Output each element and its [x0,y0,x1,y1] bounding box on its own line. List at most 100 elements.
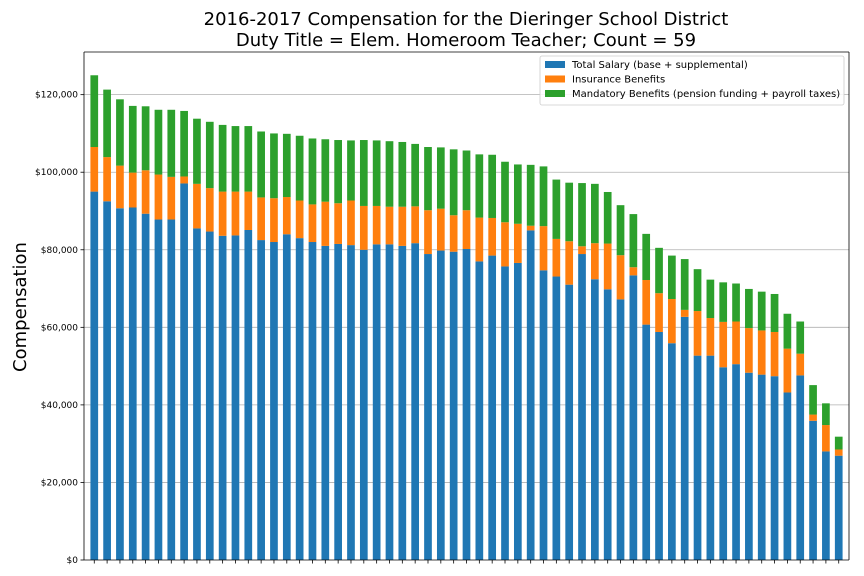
bar-insurance-16 [282,197,291,235]
bar-salary-58 [822,451,830,560]
bar-mandatory-30 [462,150,471,211]
bar-mandatory-51 [732,283,740,322]
y-tick-label: $0 [67,556,79,566]
chart-title-line-2: Duty Title = Elem. Homeroom Teacher; Cou… [236,30,696,51]
legend-swatch-insurance [545,75,565,83]
bar-insurance-15 [270,198,278,243]
bar-insurance-54 [770,331,779,377]
legend-label-insurance: Insurance Benefits [572,75,665,86]
bar-mandatory-44 [642,233,651,281]
bar-insurance-31 [475,217,484,262]
bar-salary-16 [282,234,291,561]
bar-salary-51 [732,364,740,560]
bar-insurance-47 [680,309,689,317]
bar-salary-21 [347,245,355,560]
bar-salary-11 [218,235,227,561]
bar-insurance-53 [757,330,766,375]
bar-salary-54 [770,376,779,560]
bar-insurance-45 [655,293,663,332]
y-tick-label: $120,000 [35,91,78,101]
bar-salary-55 [783,392,792,560]
y-axis-label: Compensation [10,242,31,372]
bar-salary-25 [398,245,407,560]
bar-salary-49 [706,355,715,560]
legend-label-salary: Total Salary (base + supplemental) [571,60,748,71]
bar-insurance-35 [526,225,535,231]
bar-mandatory-27 [424,147,432,211]
bar-mandatory-39 [578,183,586,247]
bar-mandatory-37 [552,179,561,239]
bar-insurance-29 [449,215,458,252]
bar-insurance-44 [642,280,651,325]
y-tick-label: $20,000 [41,478,78,488]
bar-mandatory-52 [745,288,753,329]
bar-insurance-48 [693,311,702,356]
bar-insurance-39 [578,246,586,255]
bar-salary-26 [411,243,420,560]
bar-salary-50 [719,367,728,560]
bar-salary-19 [321,245,330,560]
bar-insurance-57 [809,414,817,421]
bar-salary-6 [154,219,163,560]
bar-mandatory-25 [398,141,407,207]
bar-salary-52 [745,372,753,560]
bar-mandatory-35 [526,164,535,226]
legend-label-mandatory: Mandatory Benefits (pension funding + pa… [572,89,840,100]
bar-salary-53 [757,374,766,560]
y-tick-label: $40,000 [41,401,78,411]
bar-mandatory-16 [282,133,291,198]
bar-mandatory-3 [116,99,124,166]
bar-insurance-9 [193,183,201,229]
y-tick-label: $100,000 [35,168,78,178]
bar-salary-23 [372,244,381,560]
bar-salary-24 [385,244,394,560]
bar-salary-41 [603,289,612,560]
bar-salary-57 [809,420,817,560]
bar-salary-34 [513,262,522,560]
bar-insurance-14 [257,197,265,241]
bar-salary-35 [526,230,535,560]
bar-mandatory-56 [796,321,805,354]
bar-salary-46 [668,343,676,560]
bar-salary-27 [424,254,432,561]
bar-salary-44 [642,324,651,560]
bar-mandatory-54 [770,293,779,332]
bar-insurance-56 [796,353,805,376]
bar-salary-12 [231,235,240,560]
bar-mandatory-53 [757,291,766,331]
bar-insurance-2 [103,157,111,202]
bar-insurance-3 [116,165,124,209]
bar-insurance-7 [167,176,176,220]
legend: Total Salary (base + supplemental) Insura… [539,55,845,106]
bar-salary-4 [128,207,137,560]
bar-mandatory-11 [218,124,227,192]
bar-mandatory-41 [603,191,612,244]
bar-insurance-25 [398,206,407,246]
bar-mandatory-21 [347,140,355,201]
bar-mandatory-26 [411,143,420,207]
bar-mandatory-50 [719,282,728,322]
axes [83,51,850,561]
bar-mandatory-36 [539,166,548,227]
bar-insurance-40 [591,243,599,280]
bar-salary-17 [295,238,304,561]
bar-mandatory-10 [205,121,214,189]
bar-salary-36 [539,270,548,560]
bar-salary-18 [308,242,317,561]
bar-salary-39 [578,254,586,561]
bar-mandatory-31 [475,154,484,218]
bar-mandatory-49 [706,279,715,319]
bar-insurance-5 [141,170,150,214]
bar-salary-1 [90,191,99,560]
bar-salary-47 [680,316,689,560]
chart-title: 2016-2017 Compensation for the Dieringer… [204,9,729,51]
bar-mandatory-29 [449,149,458,216]
bars [90,75,843,561]
bar-insurance-13 [244,191,253,230]
bar-mandatory-24 [385,141,394,207]
bar-insurance-37 [552,238,561,277]
bar-mandatory-57 [809,385,817,415]
bar-salary-31 [475,261,484,560]
bar-mandatory-18 [308,138,317,205]
bar-insurance-32 [488,217,497,256]
